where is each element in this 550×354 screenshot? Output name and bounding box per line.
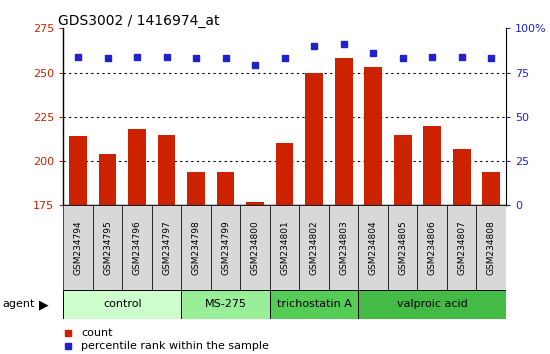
Bar xyxy=(329,205,359,290)
Text: GSM234803: GSM234803 xyxy=(339,221,348,275)
Bar xyxy=(246,202,264,205)
Text: GSM234794: GSM234794 xyxy=(74,221,82,275)
Bar xyxy=(69,136,87,205)
Bar xyxy=(476,205,506,290)
Bar xyxy=(482,172,500,205)
Text: count: count xyxy=(81,328,112,338)
Text: GSM234804: GSM234804 xyxy=(368,221,378,275)
Bar xyxy=(364,67,382,205)
Text: GSM234801: GSM234801 xyxy=(280,221,289,275)
Bar xyxy=(305,73,323,205)
Bar xyxy=(63,290,182,319)
Bar xyxy=(335,58,353,205)
Text: valproic acid: valproic acid xyxy=(397,299,468,309)
Bar xyxy=(211,205,240,290)
Text: agent: agent xyxy=(3,299,35,309)
Text: trichostatin A: trichostatin A xyxy=(277,299,351,309)
Text: GSM234798: GSM234798 xyxy=(191,221,201,275)
Bar xyxy=(276,143,294,205)
Bar xyxy=(182,205,211,290)
Bar xyxy=(359,290,506,319)
Text: percentile rank within the sample: percentile rank within the sample xyxy=(81,341,269,351)
Text: GSM234796: GSM234796 xyxy=(133,221,141,275)
Text: GDS3002 / 1416974_at: GDS3002 / 1416974_at xyxy=(58,14,219,28)
Bar xyxy=(270,290,359,319)
Text: GSM234800: GSM234800 xyxy=(251,221,260,275)
Bar xyxy=(122,205,152,290)
Text: control: control xyxy=(103,299,141,309)
Bar xyxy=(182,290,270,319)
Text: GSM234802: GSM234802 xyxy=(310,221,318,275)
Bar xyxy=(270,205,299,290)
Bar xyxy=(98,154,117,205)
Text: MS-275: MS-275 xyxy=(205,299,246,309)
Bar xyxy=(299,205,329,290)
Bar xyxy=(240,205,270,290)
Bar xyxy=(93,205,122,290)
Text: GSM234799: GSM234799 xyxy=(221,221,230,275)
Text: ▶: ▶ xyxy=(39,298,48,311)
Bar xyxy=(152,205,182,290)
Bar xyxy=(417,205,447,290)
Text: GSM234806: GSM234806 xyxy=(428,221,437,275)
Bar xyxy=(424,126,441,205)
Bar xyxy=(388,205,417,290)
Bar xyxy=(217,172,234,205)
Text: GSM234807: GSM234807 xyxy=(457,221,466,275)
Bar xyxy=(187,172,205,205)
Bar xyxy=(447,205,476,290)
Text: GSM234797: GSM234797 xyxy=(162,221,171,275)
Text: GSM234795: GSM234795 xyxy=(103,221,112,275)
Bar xyxy=(359,205,388,290)
Text: GSM234805: GSM234805 xyxy=(398,221,407,275)
Bar xyxy=(63,205,93,290)
Bar xyxy=(394,135,411,205)
Bar xyxy=(158,135,175,205)
Text: GSM234808: GSM234808 xyxy=(487,221,496,275)
Bar xyxy=(453,149,471,205)
Bar xyxy=(128,129,146,205)
